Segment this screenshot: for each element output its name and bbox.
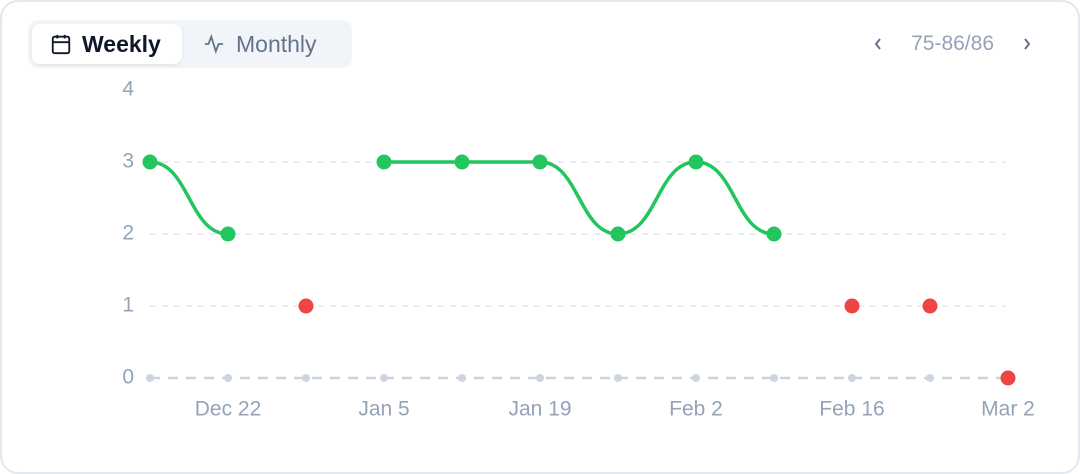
y-tick-label: 4 [122,78,134,101]
y-tick-label: 2 [122,222,134,245]
tab-label: Monthly [236,30,317,57]
x-tick-dot [926,374,934,382]
x-tick-label: Jan 5 [358,398,409,421]
data-point [142,154,158,170]
x-tick-dot [458,374,466,382]
data-point [922,298,938,314]
x-tick-label: Mar 2 [981,398,1035,421]
x-tick-dot [848,374,856,382]
data-point [376,154,392,170]
data-point [610,226,626,242]
data-point [844,298,860,314]
y-tick-label: 1 [122,294,134,317]
tab-monthly[interactable]: Monthly [200,24,317,64]
x-tick-label: Dec 22 [195,398,262,421]
x-tick-dot [380,374,388,382]
data-point [766,226,782,242]
activity-icon [204,33,224,55]
y-tick-label: 0 [122,366,134,389]
view-toggle: Weekly Monthly [28,20,352,68]
prev-button[interactable] [871,36,885,52]
x-tick-label: Feb 2 [669,398,723,421]
x-tick-label: Feb 16 [819,398,884,421]
data-point [688,154,704,170]
data-point [298,298,314,314]
data-point [454,154,470,170]
x-tick-dot [146,374,154,382]
x-tick-dot [536,374,544,382]
pager: 75-86/86 [871,32,1034,56]
tab-weekly[interactable]: Weekly [32,24,182,64]
x-tick-dot [224,374,232,382]
x-tick-dot [614,374,622,382]
data-point [532,154,548,170]
x-tick-label: Jan 19 [508,398,571,421]
next-button[interactable] [1020,36,1034,52]
tab-label: Weekly [82,30,161,57]
page-range: 75-86/86 [911,32,994,55]
data-point [1000,370,1016,386]
y-tick-label: 3 [122,150,134,173]
series-line [149,160,775,236]
x-tick-dot [770,374,778,382]
calendar-icon [51,34,71,55]
x-tick-dot [692,374,700,382]
x-tick-dot [302,374,310,382]
data-point [220,226,236,242]
